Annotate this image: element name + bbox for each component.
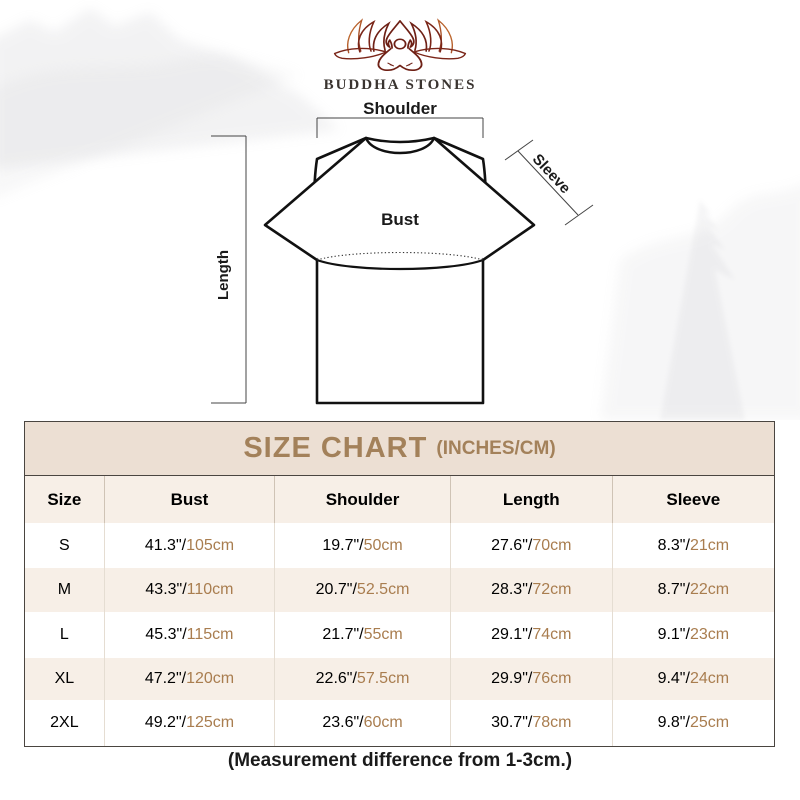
- svg-text:Sleeve: Sleeve: [529, 151, 574, 197]
- svg-text:Bust: Bust: [381, 210, 419, 229]
- svg-text:Length: Length: [215, 250, 232, 300]
- svg-text:Shoulder: Shoulder: [363, 99, 437, 118]
